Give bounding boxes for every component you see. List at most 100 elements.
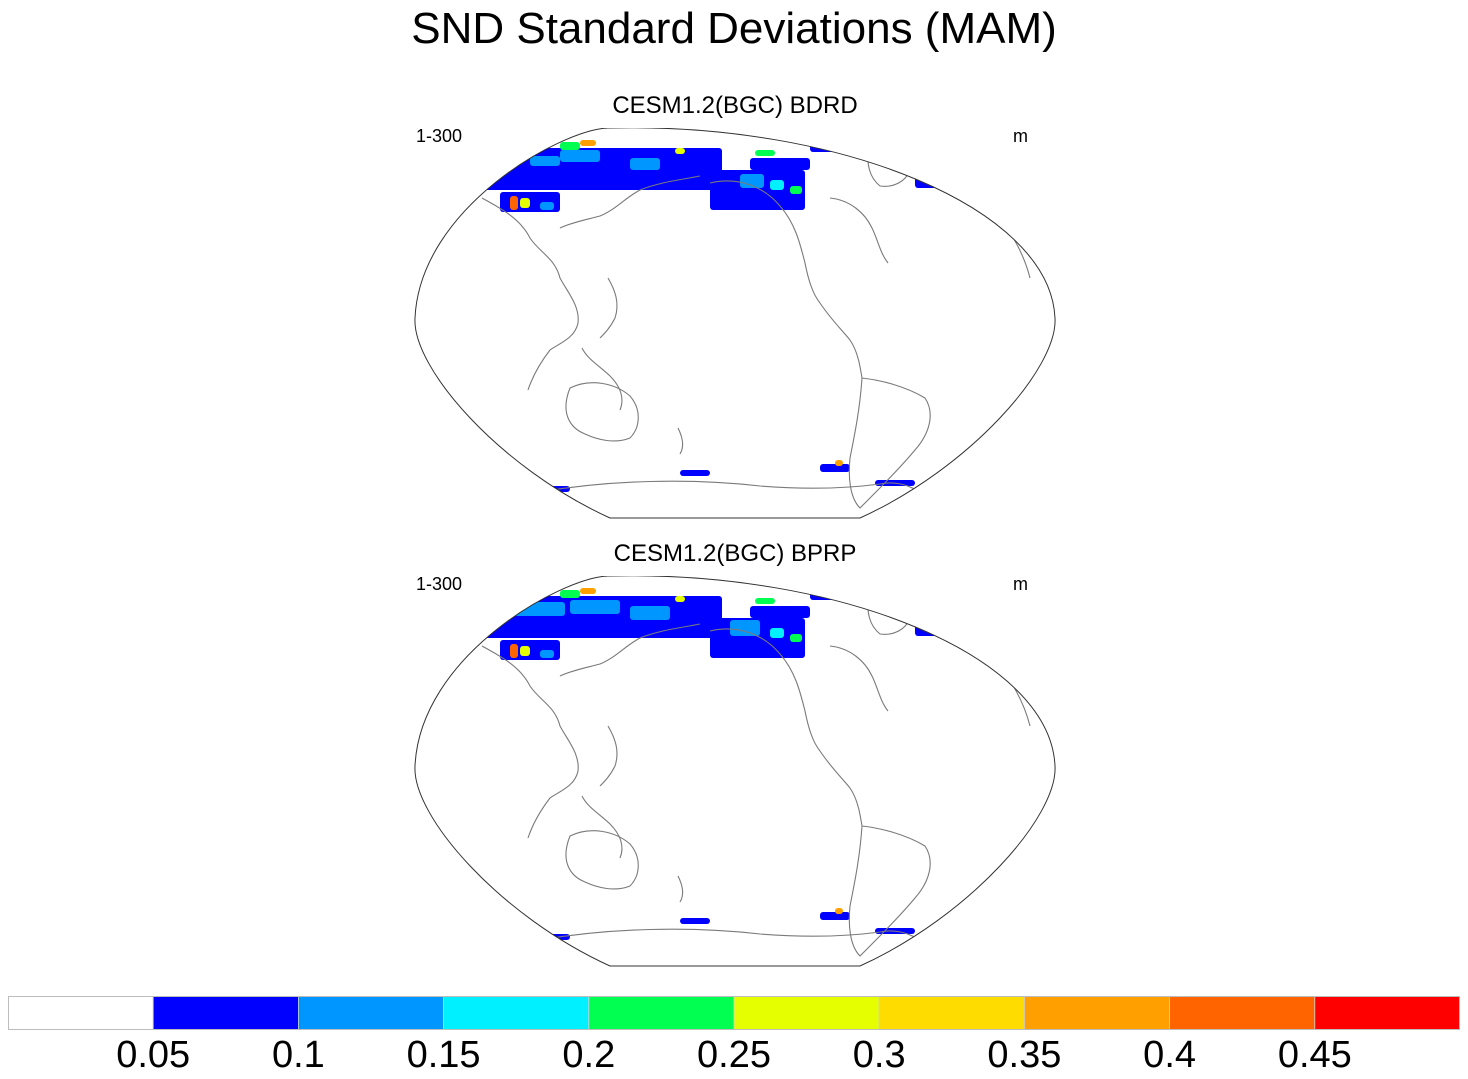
snow-field [865, 133, 877, 139]
panel-title: CESM1.2(BGC) BDRD [612, 92, 858, 119]
snow-field [790, 186, 802, 194]
snow-field [755, 598, 775, 604]
coastline [559, 175, 701, 229]
coastline [599, 725, 618, 787]
snow-field [820, 464, 850, 472]
snow-field [630, 606, 670, 620]
colorbar-frame [8, 996, 1460, 1030]
snow-field [835, 460, 843, 466]
map-panel-1: CESM1.2(BGC) BDRD 1-300 m [410, 92, 1060, 522]
snow-field [530, 156, 560, 166]
coastline [939, 620, 1031, 727]
snow-field [680, 918, 710, 924]
snow-field [580, 140, 596, 146]
snow-field [540, 934, 570, 940]
coastline [599, 277, 618, 339]
snow-field [630, 158, 660, 170]
colorbar-box [443, 996, 590, 1030]
snow-field [730, 620, 760, 636]
panel-left-string: 1-300 [416, 126, 463, 146]
snow-field [560, 590, 580, 598]
coastline [848, 377, 931, 509]
coastline [867, 595, 911, 635]
snow-field [740, 174, 764, 188]
main-title: SND Standard Deviations (MAM) [411, 4, 1057, 53]
colorbar-tick-label: 0.4 [1143, 1034, 1197, 1076]
colorbar-tick-label: 0.1 [271, 1034, 325, 1076]
map-panel-2: CESM1.2(BGC) BPRP 1-300 m [410, 540, 1060, 970]
panel-units: m [1013, 126, 1028, 146]
panel-title: CESM1.2(BGC) BPRP [613, 540, 857, 567]
colorbar-box [297, 996, 444, 1030]
colorbar-box [1314, 996, 1460, 1030]
colorbar-box [1169, 996, 1316, 1030]
snow-field [510, 196, 518, 210]
snow-field [835, 908, 843, 914]
snow-field [710, 170, 805, 210]
coastline [565, 382, 639, 442]
snow-field [915, 156, 935, 166]
coastline [539, 480, 926, 497]
colorbar-tick-label: 0.3 [852, 1034, 906, 1076]
snow-field [750, 158, 810, 170]
map-content [481, 133, 1031, 509]
map-border [414, 576, 1056, 967]
coastline [481, 645, 579, 839]
snow-field [750, 606, 810, 618]
snow-field [505, 602, 565, 616]
coastline [848, 825, 931, 957]
snow-field [755, 150, 775, 156]
snow-field [770, 628, 784, 638]
colorbar-tick-label: 0.15 [406, 1034, 481, 1076]
colorbar-box [733, 996, 880, 1030]
snow-field [520, 646, 530, 656]
colorbar-labels: 0.05 0.1 0.15 0.2 0.25 0.3 0.35 0.4 0.45 [8, 1034, 1460, 1079]
colorbar-box [8, 996, 154, 1030]
snow-field [915, 604, 935, 614]
colorbar-box [588, 996, 735, 1030]
colorbar-tick-label: 0.35 [987, 1034, 1062, 1076]
colorbar-tick-label: 0.05 [116, 1034, 191, 1076]
snow-field [580, 588, 596, 594]
coastline [829, 645, 889, 712]
colorbar [8, 996, 1460, 1030]
coastline [481, 197, 579, 391]
snow-field [540, 650, 554, 658]
colorbar-box [152, 996, 299, 1030]
colorbar-box [878, 996, 1025, 1030]
coastline [939, 172, 1031, 279]
coastline [581, 795, 623, 859]
snow-field [510, 644, 518, 658]
snow-field [770, 180, 784, 190]
map-content [481, 581, 1031, 957]
colorbar-tick-label: 0.2 [562, 1034, 616, 1076]
coastline [581, 347, 623, 411]
coastline [867, 147, 911, 187]
panel-left-string: 1-300 [416, 574, 463, 594]
snow-field [680, 470, 710, 476]
snow-field [810, 142, 850, 152]
coastline [819, 750, 863, 827]
snow-field [482, 148, 722, 190]
colorbar-box [1024, 996, 1171, 1030]
coastline [565, 830, 639, 890]
snow-field [865, 581, 877, 587]
coastline [709, 628, 821, 752]
coastline [819, 302, 863, 379]
coastline [677, 427, 684, 455]
colorbar-tick-label: 0.45 [1277, 1034, 1352, 1076]
snow-field [675, 148, 685, 154]
snow-field [570, 600, 620, 614]
map-plot [414, 128, 1056, 519]
snow-field [810, 590, 850, 600]
coastline [559, 623, 701, 677]
map-plot [414, 576, 1056, 967]
coastline [709, 180, 821, 304]
snow-field [675, 596, 685, 602]
coastline [677, 875, 684, 903]
snow-field [540, 202, 554, 210]
snow-field [820, 912, 850, 920]
snow-field [560, 150, 600, 162]
snow-field [520, 198, 530, 208]
coastline [829, 197, 889, 264]
